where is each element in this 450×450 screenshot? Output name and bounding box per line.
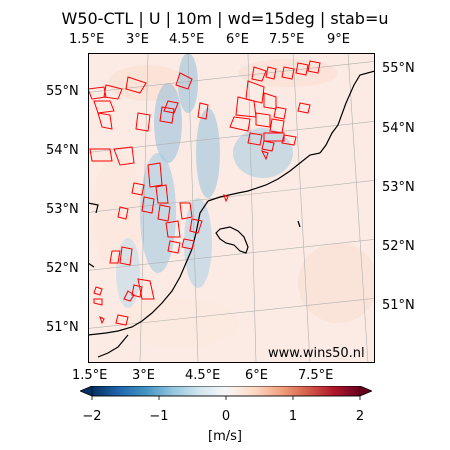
colorbar-tick: 0 — [221, 409, 231, 424]
wind-farm-outlines — [88, 60, 321, 326]
top-lon-tick: 4.5°E — [169, 32, 205, 47]
right-lat-tick: 52°N — [382, 239, 415, 254]
bottom-lon-tick: 3°E — [132, 368, 155, 383]
bottom-lon-tick: 6°E — [245, 368, 268, 383]
credit-text: www.wins50.nl — [268, 346, 365, 361]
colorbar-tick: −2 — [82, 409, 102, 424]
bottom-lon-tick: 4.5°E — [185, 368, 221, 383]
colorbar-tick: −1 — [149, 409, 169, 424]
left-lat-tick: 52°N — [46, 261, 79, 276]
left-lat-tick: 55°N — [46, 84, 79, 99]
wind-field-texture — [88, 53, 375, 363]
wind-speed-map — [88, 53, 375, 363]
right-lat-tick: 53°N — [382, 180, 415, 195]
colorbar-label: [m/s] — [208, 429, 242, 444]
graticule — [88, 53, 375, 363]
bottom-lon-tick: 1.5°E — [72, 368, 108, 383]
colorbar — [80, 386, 372, 400]
bottom-lon-tick: 7.5°E — [298, 368, 334, 383]
colorbar-extend-max — [360, 386, 372, 396]
colorbar-tick: 1 — [288, 409, 298, 424]
top-lon-tick: 7.5°E — [269, 32, 305, 47]
right-lat-tick: 51°N — [382, 298, 415, 313]
map-background — [88, 53, 375, 363]
colorbar-gradient — [91, 386, 361, 397]
left-lat-tick: 54°N — [46, 143, 79, 158]
map-title: W50-CTL | U | 10m | wd=15deg | stab=u — [61, 9, 389, 28]
colorbar-tick: 2 — [355, 409, 365, 424]
top-lon-tick: 9°E — [327, 32, 350, 47]
colorbar-extend-min — [80, 386, 92, 396]
map-frame — [88, 53, 375, 363]
left-lat-tick: 53°N — [46, 202, 79, 217]
coastline — [88, 70, 375, 358]
right-lat-tick: 54°N — [382, 121, 415, 136]
top-lon-tick: 1.5°E — [69, 32, 105, 47]
top-lon-tick: 6°E — [226, 32, 249, 47]
top-lon-tick: 3°E — [126, 32, 149, 47]
right-lat-tick: 55°N — [382, 61, 415, 76]
left-lat-tick: 51°N — [46, 320, 79, 335]
